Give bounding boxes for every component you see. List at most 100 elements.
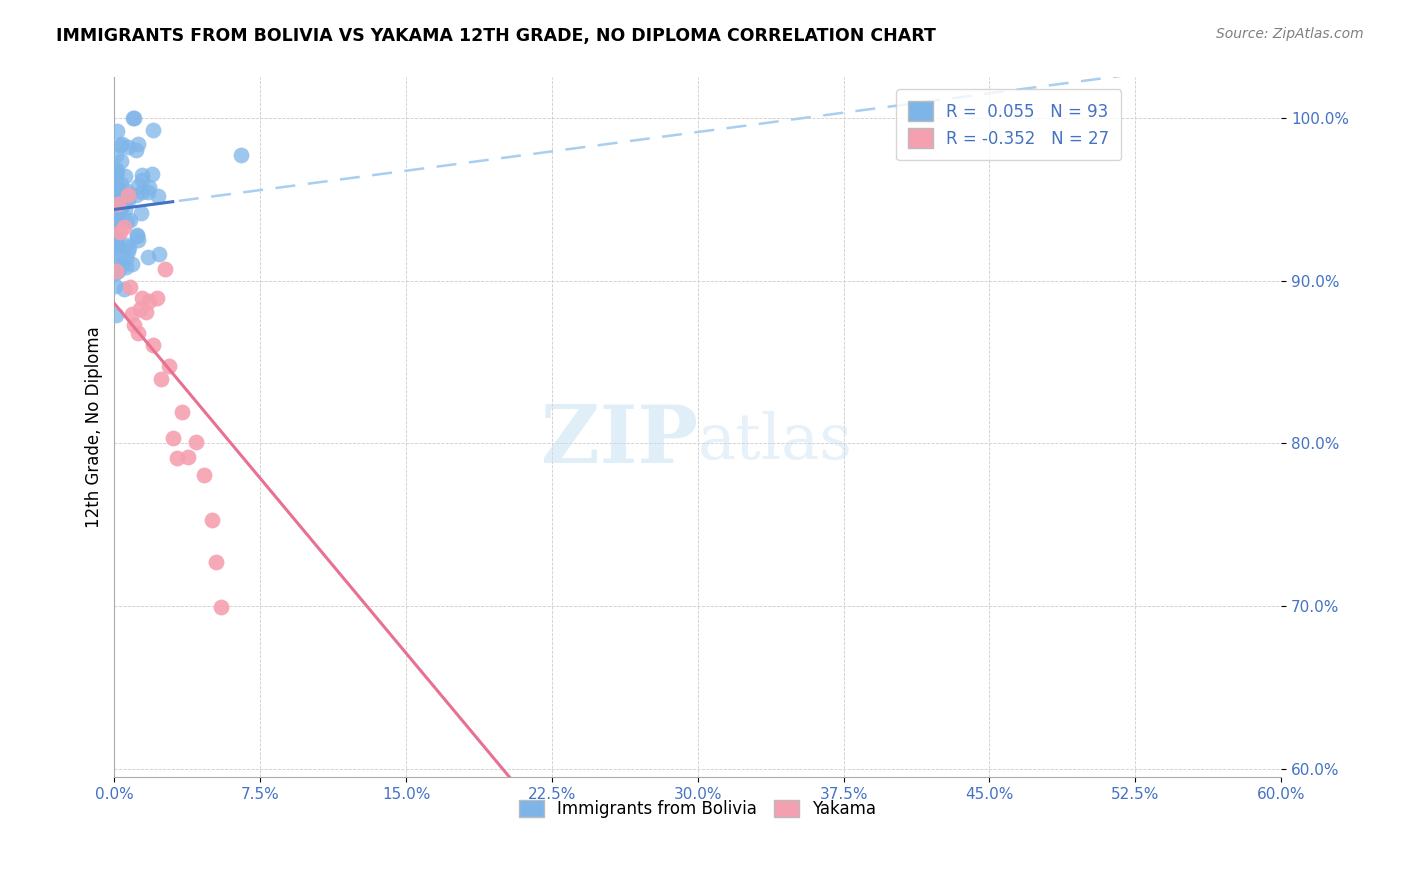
Point [125,188,148,202]
Point [107,186,129,201]
Point [104,255,127,269]
Point [128,302,150,317]
Point [112,281,135,295]
Point [115,191,138,205]
Point [201,512,224,526]
Point [204,556,226,570]
Text: IMMIGRANTS FROM BOLIVIA VS YAKAMA 12TH GRADE, NO DIPLOMA CORRELATION CHART: IMMIGRANTS FROM BOLIVIA VS YAKAMA 12TH G… [56,27,936,45]
Point [108,202,131,216]
Point [105,209,128,223]
Point [115,237,138,252]
Point [104,168,127,182]
Point [107,214,129,228]
Point [115,213,138,227]
Point [105,170,128,185]
Point [104,199,127,213]
Point [138,180,160,194]
Point [105,163,128,178]
Point [117,187,139,202]
Point [110,225,132,239]
Point [177,450,200,465]
Point [104,234,127,248]
Point [209,599,232,614]
Point [127,178,149,193]
Point [136,250,159,264]
Point [146,189,169,203]
Point [121,257,143,271]
Point [104,194,127,208]
Point [150,372,173,386]
Point [112,190,135,204]
Point [125,143,148,157]
Point [118,212,141,227]
Point [125,229,148,244]
Point [105,148,128,162]
Point [135,305,157,319]
Point [117,244,139,258]
Point [142,338,165,352]
Text: atlas: atlas [697,410,852,472]
Text: Source: ZipAtlas.com: Source: ZipAtlas.com [1216,27,1364,41]
Point [117,140,139,154]
Point [110,154,132,169]
Point [105,198,128,212]
Point [108,187,131,202]
Point [108,204,131,219]
Point [110,137,132,152]
Point [105,229,128,244]
Point [184,435,207,450]
Point [104,279,127,293]
Point [108,217,131,231]
Point [166,450,188,465]
Point [122,318,145,332]
Point [110,201,132,215]
Point [107,264,129,278]
Point [108,248,131,262]
Legend: Immigrants from Bolivia, Yakama: Immigrants from Bolivia, Yakama [512,793,883,824]
Point [138,186,160,200]
Point [104,218,127,232]
Point [104,215,127,229]
Point [105,124,128,138]
Point [105,180,128,194]
Point [127,137,149,152]
Point [105,202,128,217]
Point [127,233,149,247]
Point [117,193,139,207]
Point [127,326,149,341]
Point [105,238,128,252]
Point [105,264,128,278]
Point [121,307,143,321]
Point [115,191,138,205]
Point [114,169,136,183]
Point [114,202,136,216]
Point [193,467,215,482]
Point [104,308,127,322]
Point [104,221,127,235]
Point [110,177,132,191]
Point [104,210,127,224]
Point [110,197,132,211]
Point [122,111,145,125]
Point [162,431,184,445]
Point [112,219,135,234]
Point [115,251,138,265]
Point [148,247,170,261]
Point [104,211,127,225]
Point [118,240,141,254]
Point [104,161,127,176]
Point [138,293,160,308]
Point [229,147,252,161]
Point [104,233,127,247]
Point [125,227,148,242]
Point [108,222,131,236]
Point [105,222,128,236]
Point [129,206,152,220]
Point [111,197,134,211]
Point [117,184,139,198]
Point [157,359,180,373]
Point [141,123,163,137]
Point [108,190,131,204]
Point [107,182,129,196]
Point [104,197,127,211]
